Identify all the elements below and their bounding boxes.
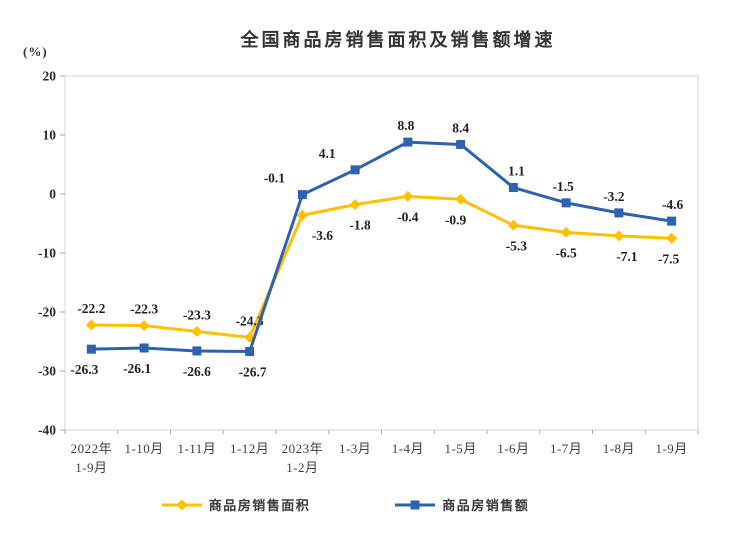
- data-point-label: -22.3: [130, 302, 158, 317]
- series-line: [89, 140, 674, 354]
- data-point-label: -26.6: [183, 364, 211, 379]
- y-axis-tick-label: 20: [43, 69, 57, 84]
- data-point-marker: [403, 137, 413, 147]
- series-0: -22.2 -22.3 -23.3 -24.3 -3.6 -1.8 -0.4 -0.9 -5.3…: [77, 190, 680, 343]
- x-axis-category-label: 1-9月: [655, 441, 687, 456]
- data-point-label: -7.5: [658, 251, 680, 266]
- legend-label-sales-value: 商品房销售额: [442, 498, 530, 513]
- legend-line-square-icon: [395, 500, 436, 509]
- y-axis-tick-label: -30: [38, 364, 56, 379]
- data-point-label: -4.6: [662, 197, 684, 212]
- data-point-marker: [456, 139, 466, 149]
- y-axis-unit-label: (%): [23, 44, 48, 59]
- data-point-marker: [192, 346, 202, 356]
- data-point-marker: [86, 344, 96, 354]
- data-point-label: -26.3: [70, 362, 98, 377]
- legend-label-sales-area: 商品房销售面积: [208, 498, 311, 513]
- y-axis-tick-label: -10: [38, 246, 56, 261]
- data-point-label: -26.7: [239, 365, 267, 380]
- data-point-marker: [508, 183, 518, 193]
- data-point-label: -0.1: [264, 171, 286, 186]
- data-point-label: -0.4: [397, 209, 419, 224]
- data-point-marker: [613, 230, 625, 242]
- x-axis-category-label: 1-8月: [603, 441, 635, 456]
- y-axis-tick-label: 10: [43, 128, 57, 143]
- data-point-label: -26.1: [123, 361, 151, 376]
- data-point-label: -6.5: [555, 245, 577, 260]
- data-point-label: -7.1: [616, 249, 638, 264]
- data-point-marker: [191, 325, 203, 337]
- data-point-label: -24.3: [236, 313, 264, 328]
- x-axis-category-label: 1-3月: [339, 441, 371, 456]
- x-axis-category-label: 2023年 1-2月: [282, 441, 324, 475]
- x-axis-category-label: 1-7月: [550, 441, 582, 456]
- x-axis-category-label: 1-4月: [392, 441, 424, 456]
- data-point-marker: [614, 208, 624, 218]
- data-point-marker: [561, 198, 571, 208]
- data-point-label: -22.2: [77, 301, 105, 316]
- x-axis-category-label: 1-6月: [497, 441, 529, 456]
- data-point-label: 8.4: [452, 120, 469, 135]
- data-point-marker: [455, 193, 467, 205]
- legend-item-sales-value: 商品房销售额: [394, 495, 529, 514]
- x-axis-category-label: 1-10月: [124, 441, 163, 456]
- data-point-label: 8.8: [397, 118, 414, 133]
- x-axis-category-label: 1-5月: [444, 441, 476, 456]
- data-point-marker: [296, 209, 308, 221]
- chart-title: 全国商品房销售面积及销售额增速: [240, 30, 556, 50]
- x-axis-category-label: 2022年 1-9月: [71, 441, 113, 475]
- data-point-label: -3.2: [603, 189, 625, 204]
- y-axis-tick-label: 0: [49, 187, 56, 202]
- x-axis: 2022年 1-9月 1-10月 1-11月 1-12月 2023年 1-2月 1-3月 1-4…: [64, 430, 699, 475]
- y-axis-tick-label: -20: [38, 305, 56, 320]
- y-axis: 20 10 0 -10 -20 -30 -40: [38, 69, 65, 438]
- data-point-label: -23.3: [183, 307, 211, 322]
- legend-line-diamond-icon: [161, 499, 202, 510]
- data-point-marker: [667, 216, 677, 226]
- data-point-marker: [139, 343, 149, 353]
- data-point-label: -5.3: [506, 238, 528, 253]
- data-point-marker: [402, 190, 414, 202]
- data-point-marker: [85, 319, 97, 331]
- x-axis-category-label: 1-11月: [177, 441, 216, 456]
- data-point-label: -3.6: [312, 228, 334, 243]
- data-point-marker: [349, 199, 361, 211]
- data-point-label: -0.9: [445, 212, 467, 227]
- data-point-label: -1.8: [349, 218, 371, 233]
- data-point-marker: [138, 320, 150, 332]
- data-point-marker: [350, 165, 360, 175]
- series-1: -26.3 -26.1 -26.6 -26.7 -0.1 4.1 8.8 8.4 1.1 -1.5…: [70, 118, 683, 379]
- x-axis-category-label: 1-12月: [230, 441, 269, 456]
- y-axis-tick-label: -40: [38, 423, 56, 438]
- data-point-label: 4.1: [319, 146, 336, 161]
- data-point-marker: [666, 232, 678, 244]
- data-point-marker: [245, 347, 255, 357]
- legend-item-sales-area: 商品房销售面积: [161, 495, 311, 514]
- data-point-marker: [560, 226, 572, 238]
- plot-border: [64, 75, 699, 431]
- data-point-label: 1.1: [508, 164, 525, 179]
- chart-legend: 商品房销售面积 商品房销售额: [0, 495, 690, 514]
- data-point-marker: [297, 190, 307, 200]
- data-point-label: -1.5: [552, 179, 574, 194]
- data-point-marker: [507, 219, 519, 231]
- series-line: [89, 194, 674, 339]
